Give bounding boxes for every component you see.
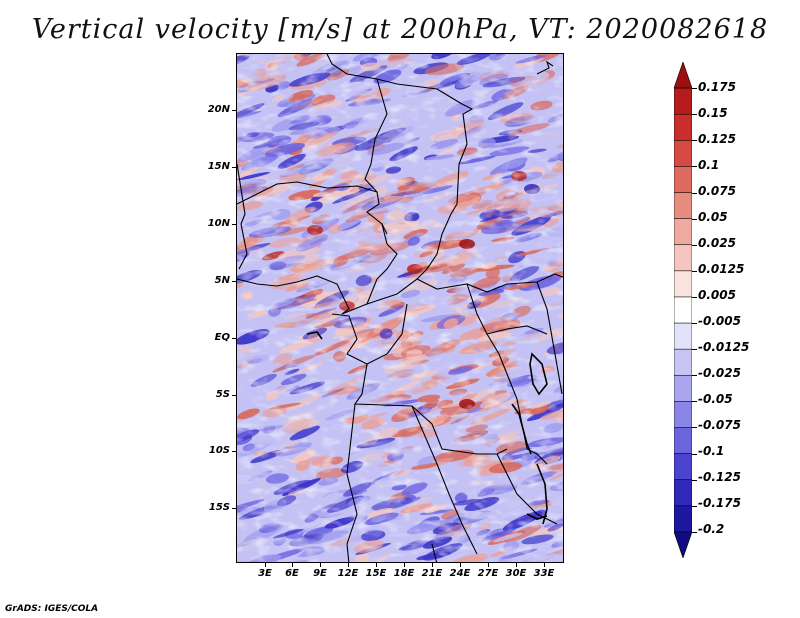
colorbar-bin (674, 218, 692, 246)
lakes (306, 331, 548, 525)
cb-label: -0.025 (698, 366, 741, 380)
cb-label: -0.05 (698, 392, 733, 406)
cb-label: -0.2 (698, 522, 725, 536)
colorbar-tick (692, 323, 697, 325)
colorbar-bin (674, 166, 692, 194)
colorbar-bin (674, 374, 692, 403)
lon-label-27e: 27E (477, 568, 499, 579)
colorbar-tick (692, 401, 697, 403)
cb-label: -0.175 (698, 496, 741, 510)
colorbar-tick (692, 114, 697, 116)
colorbar-tick (692, 88, 697, 90)
colorbar-tick (692, 296, 697, 298)
colorbar-tick (692, 453, 697, 455)
lon-label-24e: 24E (449, 568, 471, 579)
lon-label-33e: 33E (533, 568, 555, 579)
cb-label: -0.005 (698, 314, 741, 328)
cb-label: 0.175 (698, 80, 736, 94)
colorbar-bin (674, 244, 692, 272)
grads-credit: GrADS: IGES/COLA (5, 604, 99, 614)
cb-label: -0.125 (698, 470, 741, 484)
lat-label-10s: 10S (208, 445, 230, 456)
field-streak (237, 562, 240, 563)
colorbar-tick (692, 166, 697, 168)
cb-label: 0.0125 (698, 262, 745, 276)
lon-label-18e: 18E (393, 568, 415, 579)
colorbar-bin (674, 401, 692, 429)
lat-label-5s: 5S (215, 389, 230, 400)
colorbar-bin (674, 479, 692, 507)
cb-label: -0.1 (698, 444, 725, 458)
cb-label: 0.1 (698, 158, 720, 172)
colorbar-bin (674, 87, 692, 116)
lon-label-15e: 15E (365, 568, 387, 579)
lon-label-21e: 21E (421, 568, 443, 579)
lon-label-9e: 9E (313, 568, 327, 579)
colorbar-bin (674, 427, 692, 455)
colorbar-bin (674, 348, 692, 377)
lon-label-12e: 12E (337, 568, 359, 579)
colorbar (674, 62, 692, 558)
lat-label-15n: 15N (207, 161, 230, 172)
colorbar-tick (692, 505, 697, 507)
colorbar-bin (674, 270, 692, 298)
colorbar-bin (674, 505, 692, 533)
cb-label: 0.15 (698, 106, 728, 120)
lat-label-10n: 10N (207, 218, 230, 229)
map-title: Vertical velocity [m/s] at 200hPa, VT: 2… (31, 14, 769, 45)
colorbar-bin (674, 296, 692, 324)
white-contour-noise (237, 54, 563, 562)
lat-label-15s: 15S (208, 502, 230, 513)
cb-label: 0.125 (698, 132, 736, 146)
lon-label-6e: 6E (285, 568, 299, 579)
colorbar-bin (674, 62, 692, 89)
cb-label: 0.025 (698, 236, 736, 250)
lon-label-3e: 3E (258, 568, 272, 579)
colorbar-bin (674, 113, 692, 142)
colorbar-tick (692, 349, 697, 351)
velocity-map (236, 53, 564, 563)
colorbar-bin (674, 531, 692, 558)
colorbar-tick (692, 218, 697, 220)
cb-label: -0.075 (698, 418, 741, 432)
velocity-field (237, 54, 563, 563)
colorbar-tick (692, 375, 697, 377)
lon-label-30e: 30E (505, 568, 527, 579)
cb-label: -0.0125 (698, 340, 750, 354)
colorbar-tick (692, 244, 697, 246)
colorbar-tick (692, 140, 697, 142)
country-borders (237, 54, 563, 562)
lat-label-20n: 20N (207, 104, 230, 115)
colorbar-tick (692, 427, 697, 429)
cb-label: 0.005 (698, 288, 736, 302)
colorbar-bin (674, 192, 692, 220)
colorbar-tick (692, 192, 697, 194)
cb-label: 0.075 (698, 184, 736, 198)
colorbar-tick (692, 531, 697, 533)
colorbar-bin (674, 453, 692, 481)
lat-label-eq: EQ (214, 332, 230, 343)
colorbar-tick (692, 270, 697, 272)
lat-label-5n: 5N (214, 275, 230, 286)
colorbar-tick (692, 479, 697, 481)
colorbar-bin (674, 140, 692, 168)
colorbar-bin (674, 322, 692, 350)
cb-label: 0.05 (698, 210, 728, 224)
